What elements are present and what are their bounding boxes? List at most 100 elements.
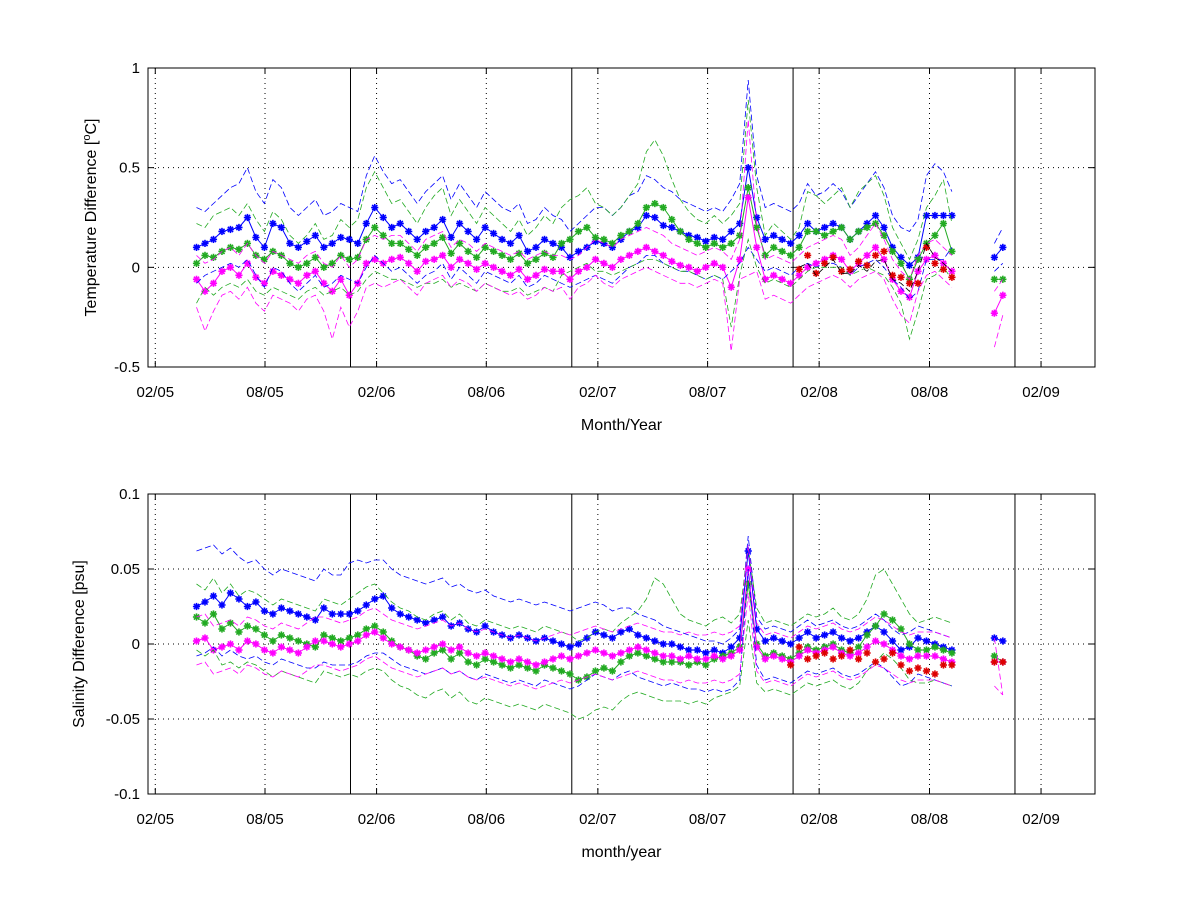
series-line-blue-3 xyxy=(196,79,953,233)
x-tick-label: 02/05 xyxy=(137,811,175,828)
data-point-green xyxy=(464,658,472,666)
data-point-magenta xyxy=(388,640,396,648)
data-point-magenta xyxy=(795,652,803,660)
data-point-green xyxy=(931,643,939,651)
data-point-green xyxy=(252,625,260,633)
data-point-blue xyxy=(804,628,812,636)
data-point-magenta xyxy=(506,658,515,666)
y-tick-label: 0.5 xyxy=(119,160,140,177)
data-point-blue xyxy=(209,235,218,244)
data-point-green xyxy=(583,223,591,232)
data-point-green xyxy=(854,227,863,236)
data-point-green xyxy=(744,580,752,588)
data-point-blue xyxy=(668,223,676,232)
data-point-magenta xyxy=(914,267,922,275)
data-point-magenta xyxy=(591,255,600,263)
data-point-green xyxy=(999,275,1007,283)
y-tick-label: 1 xyxy=(132,60,140,77)
data-point-green xyxy=(702,661,710,669)
data-point-magenta xyxy=(668,257,676,265)
data-point-magenta xyxy=(413,267,421,275)
data-point-blue xyxy=(804,219,812,228)
data-point-red xyxy=(888,649,897,657)
data-point-magenta xyxy=(252,640,260,648)
data-point-green xyxy=(812,227,820,236)
series-line-magenta-7 xyxy=(994,637,1004,696)
data-point-blue xyxy=(778,235,786,244)
data-point-magenta xyxy=(422,646,430,654)
data-point-green xyxy=(659,203,667,212)
data-point-green xyxy=(600,664,608,672)
data-point-green xyxy=(591,233,600,242)
data-point-magenta xyxy=(634,247,642,255)
data-point-green xyxy=(931,231,939,240)
data-point-green xyxy=(829,227,837,236)
data-point-red xyxy=(880,247,888,255)
data-point-green xyxy=(634,649,642,657)
data-point-magenta xyxy=(286,646,294,654)
data-point-blue xyxy=(320,243,328,251)
data-point-magenta xyxy=(600,649,608,657)
series-line-magenta-7 xyxy=(196,119,953,281)
data-point-magenta xyxy=(676,261,684,269)
data-point-blue xyxy=(659,221,667,230)
x-tick-label: 08/08 xyxy=(911,811,949,828)
data-point-blue xyxy=(328,610,336,618)
data-point-magenta xyxy=(693,267,701,275)
data-point-red xyxy=(880,655,888,663)
data-point-magenta xyxy=(685,263,693,271)
data-point-red xyxy=(804,251,812,259)
x-tick-label: 02/08 xyxy=(800,384,838,401)
data-point-blue xyxy=(337,610,345,618)
data-point-green xyxy=(608,239,617,248)
data-point-magenta xyxy=(846,652,854,660)
data-point-green xyxy=(778,247,786,255)
data-point-green xyxy=(557,667,566,675)
data-point-magenta xyxy=(778,275,786,283)
data-point-magenta xyxy=(770,271,778,279)
data-point-blue xyxy=(651,213,659,222)
data-point-blue xyxy=(787,640,795,648)
data-point-red xyxy=(821,649,829,657)
data-point-red xyxy=(837,652,846,660)
data-point-blue xyxy=(600,631,608,639)
data-point-blue xyxy=(736,634,744,642)
data-point-blue xyxy=(523,247,532,255)
data-point-green xyxy=(574,227,583,236)
data-point-green xyxy=(914,646,922,654)
data-point-red xyxy=(897,273,905,281)
data-point-magenta xyxy=(871,243,880,251)
data-point-green xyxy=(320,631,328,639)
data-point-blue xyxy=(226,225,235,234)
data-point-magenta xyxy=(523,658,532,666)
data-point-green xyxy=(388,239,396,248)
x-tick-label: 08/08 xyxy=(911,384,949,401)
data-point-magenta xyxy=(260,646,269,654)
data-point-green xyxy=(379,628,387,636)
data-point-blue xyxy=(252,598,260,606)
data-point-blue xyxy=(540,235,549,244)
data-point-magenta xyxy=(252,273,260,281)
data-point-blue xyxy=(999,637,1007,645)
data-point-green xyxy=(948,247,956,255)
y-tick-label: 0.1 xyxy=(119,486,140,503)
data-point-magenta xyxy=(218,643,226,651)
data-point-blue xyxy=(303,613,311,621)
data-point-magenta xyxy=(540,265,549,273)
data-point-green xyxy=(269,637,277,645)
data-point-green xyxy=(473,661,481,669)
series-line-blue-4 xyxy=(994,263,1004,272)
data-point-green xyxy=(625,652,633,660)
data-point-green xyxy=(532,667,540,675)
series-line-blue-3 xyxy=(994,227,1004,244)
data-point-red xyxy=(939,661,948,669)
data-point-magenta xyxy=(243,259,252,267)
salinity-x-axis-label: month/year xyxy=(581,844,662,861)
data-point-green xyxy=(506,664,515,672)
data-point-blue xyxy=(311,231,319,240)
data-point-magenta xyxy=(192,275,201,283)
data-point-magenta xyxy=(566,275,574,283)
data-point-magenta xyxy=(829,643,837,651)
data-point-green xyxy=(464,247,472,255)
data-point-blue xyxy=(405,613,413,621)
